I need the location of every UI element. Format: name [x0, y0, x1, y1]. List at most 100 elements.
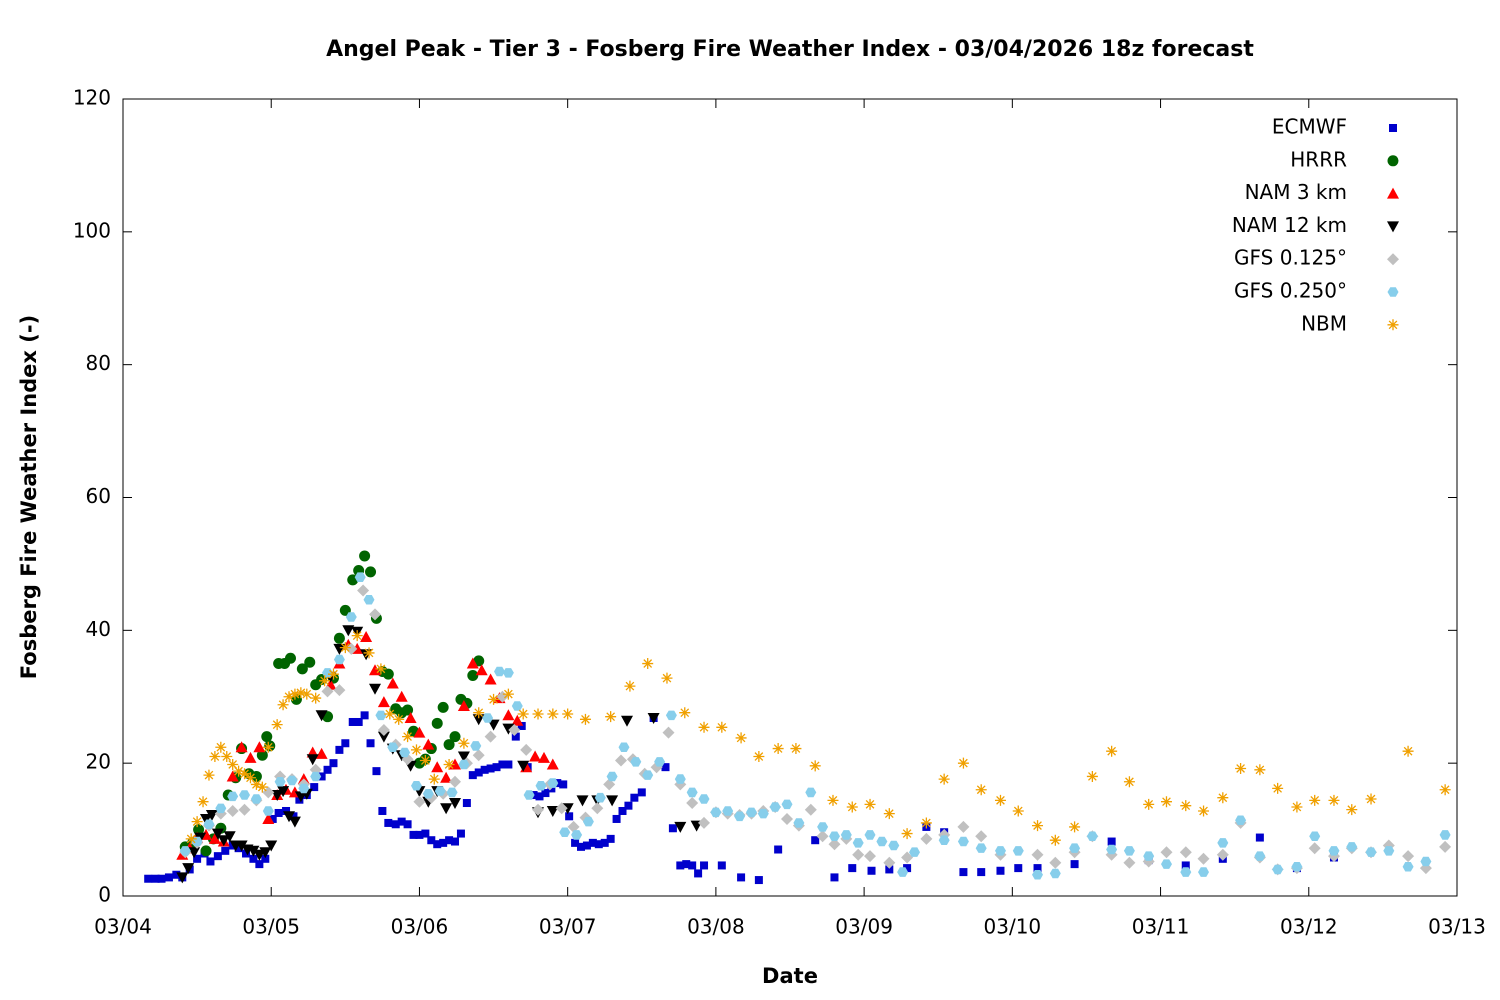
data-point: [203, 819, 215, 829]
data-point: [852, 838, 864, 848]
data-point: [200, 845, 212, 857]
data-point: [717, 861, 726, 870]
data-point: [1123, 846, 1135, 856]
data-point: [443, 739, 455, 751]
data-point: [345, 642, 358, 655]
data-point: [817, 822, 829, 832]
data-point: [354, 717, 363, 726]
data-point: [172, 870, 181, 879]
data-point: [571, 838, 580, 847]
data-point: [502, 668, 514, 678]
data-point: [793, 818, 805, 828]
legend-marker: [1387, 221, 1399, 233]
data-point: [271, 719, 283, 731]
data-point: [541, 789, 550, 798]
data-point: [473, 707, 485, 719]
data-point: [249, 854, 258, 863]
data-point: [600, 838, 609, 847]
data-point: [439, 838, 448, 847]
data-point: [341, 739, 350, 748]
data-point: [304, 656, 316, 668]
data-point: [193, 854, 202, 863]
x-tick-label: 03/11: [1132, 915, 1190, 939]
data-point: [472, 714, 485, 726]
data-point: [494, 666, 505, 677]
data-point: [790, 743, 802, 755]
data-point: [369, 683, 381, 695]
data-point: [994, 794, 1006, 806]
data-point: [377, 731, 390, 743]
y-axis-title: Fosberg Fire Weather Index (-): [17, 315, 41, 679]
data-point: [1309, 794, 1321, 806]
data-point: [938, 835, 950, 845]
data-point: [562, 708, 574, 720]
data-point: [618, 806, 627, 815]
data-point: [774, 845, 783, 854]
data-point: [215, 741, 227, 753]
data-point: [686, 797, 699, 809]
data-point: [546, 758, 559, 770]
data-point: [413, 726, 426, 738]
data-point: [1143, 798, 1155, 810]
data-point: [502, 709, 515, 721]
data-point: [1086, 770, 1098, 782]
data-point: [387, 742, 399, 752]
data-point: [375, 663, 387, 675]
data-point: [809, 760, 821, 772]
data-point: [1235, 815, 1247, 825]
data-point: [265, 840, 278, 852]
y-tick-label: 80: [86, 351, 111, 375]
data-point: [250, 794, 262, 804]
data-point: [369, 608, 381, 621]
data-point: [213, 852, 222, 861]
data-point: [282, 806, 291, 815]
data-point: [1198, 805, 1210, 817]
data-point: [852, 848, 865, 861]
data-point: [520, 743, 533, 756]
data-point: [637, 788, 646, 797]
data-point: [321, 685, 334, 698]
data-point: [319, 675, 331, 687]
data-point: [559, 780, 568, 789]
data-point: [486, 764, 495, 773]
data-point: [674, 821, 687, 833]
data-point: [484, 730, 497, 743]
data-point: [413, 795, 426, 808]
data-point: [475, 664, 488, 676]
data-point: [271, 790, 284, 801]
data-point: [1012, 846, 1024, 856]
data-point: [734, 811, 746, 822]
data-point: [397, 817, 406, 826]
data-point: [410, 744, 422, 756]
data-point: [698, 794, 710, 804]
data-point: [1328, 846, 1340, 856]
data-point: [393, 713, 405, 725]
data-point: [511, 714, 524, 726]
y-tick-label: 40: [86, 617, 111, 641]
data-point: [591, 802, 604, 815]
data-point: [612, 814, 621, 823]
data-point: [457, 751, 470, 763]
data-point: [472, 749, 485, 762]
legend-label: GFS 0.125°: [1234, 246, 1347, 270]
data-point: [577, 842, 586, 851]
data-point: [339, 642, 351, 654]
data-point: [235, 741, 248, 753]
data-point: [274, 777, 286, 787]
data-point: [1106, 745, 1118, 757]
data-point: [288, 816, 301, 828]
data-point: [1235, 762, 1247, 774]
data-point: [474, 768, 483, 777]
data-point: [1420, 856, 1432, 867]
data-point: [261, 854, 270, 863]
data-point: [647, 713, 660, 724]
data-point: [504, 760, 513, 769]
data-point: [1217, 792, 1229, 804]
data-point: [179, 846, 191, 856]
data-point: [737, 873, 746, 882]
data-point: [1032, 870, 1043, 880]
data-point: [668, 824, 677, 833]
data-point: [920, 817, 932, 829]
y-tick-label: 0: [98, 883, 111, 907]
